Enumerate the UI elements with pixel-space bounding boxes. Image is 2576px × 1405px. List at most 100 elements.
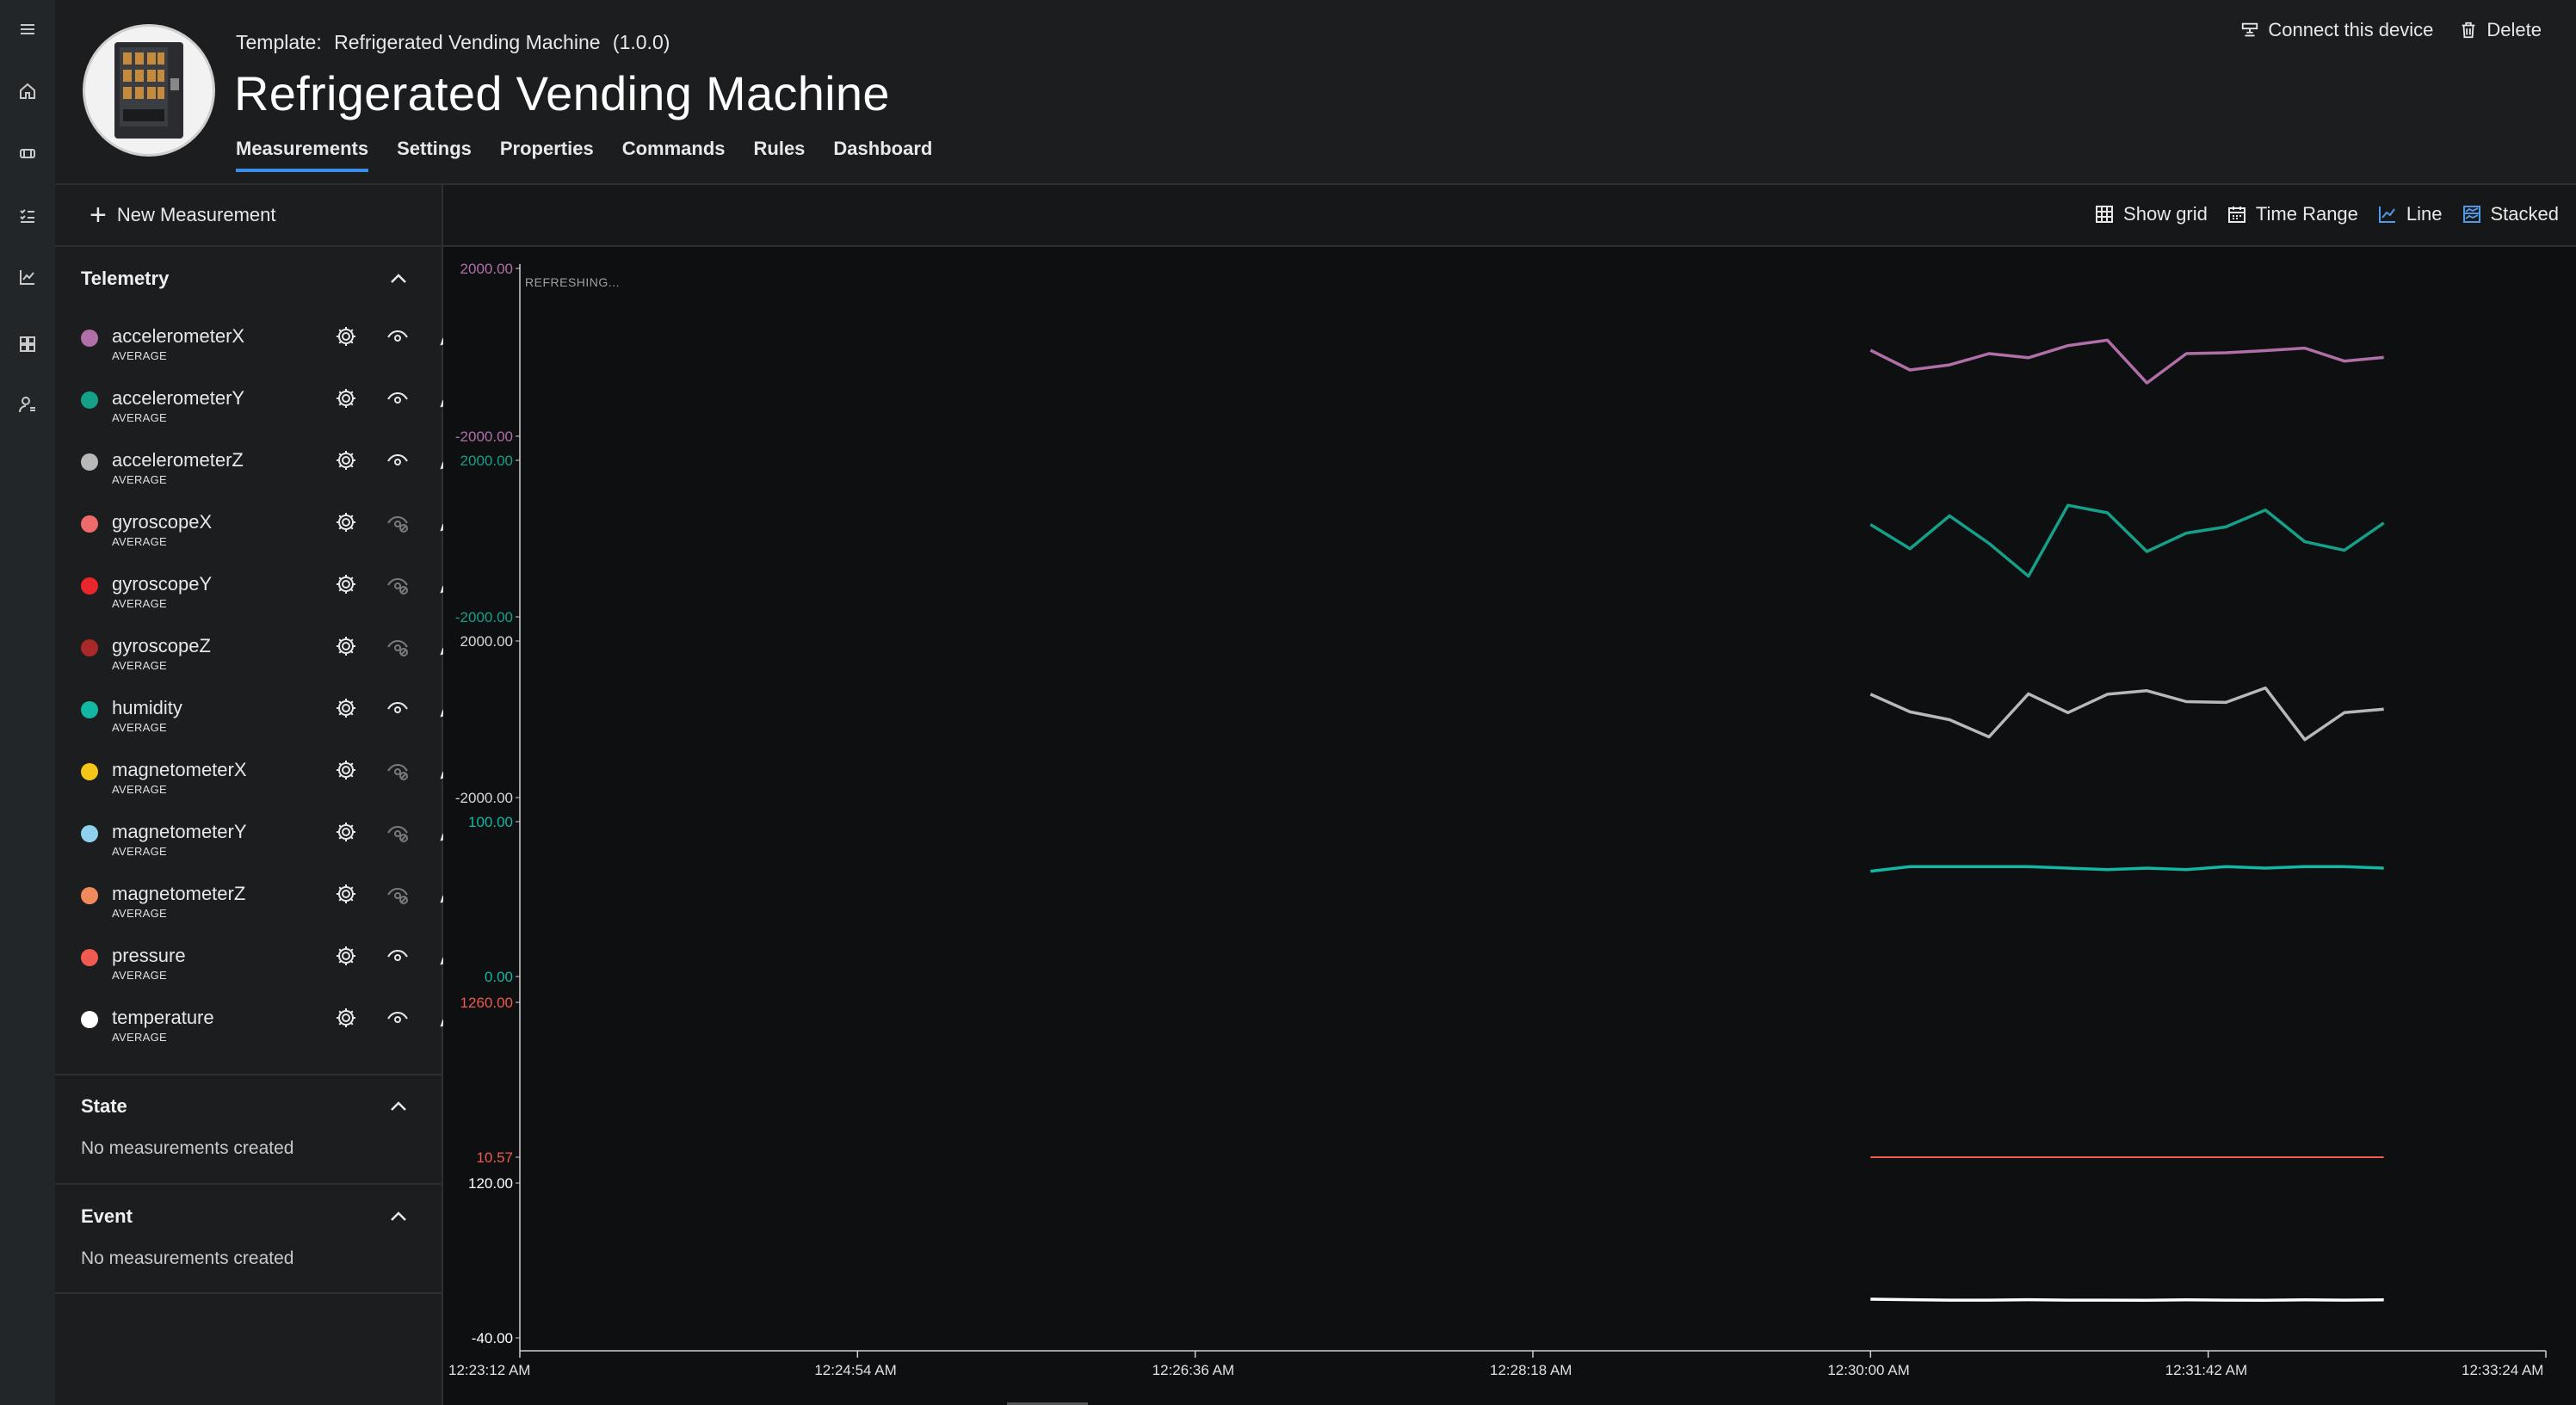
measurement-aggregation: AVERAGE xyxy=(112,1031,167,1044)
devices-icon[interactable] xyxy=(12,138,43,169)
y-tick-label: 10.57 xyxy=(476,1149,513,1166)
telemetry-item[interactable]: temperature AVERAGE xyxy=(81,1002,459,1063)
hidden-eye-icon[interactable] xyxy=(386,634,410,658)
telemetry-item[interactable]: gyroscopeY AVERAGE xyxy=(81,569,459,629)
telemetry-item[interactable]: magnetometerX AVERAGE xyxy=(81,755,459,815)
tab-measurements[interactable]: Measurements xyxy=(236,138,369,172)
telemetry-item[interactable]: magnetometerY AVERAGE xyxy=(81,817,459,877)
line-chart-button[interactable]: Line xyxy=(2377,203,2443,225)
series-line-accelerometerY xyxy=(1869,503,2385,578)
stacked-chart-icon xyxy=(2462,206,2480,223)
telemetry-item[interactable]: accelerometerZ AVERAGE xyxy=(81,445,459,505)
hidden-eye-icon[interactable] xyxy=(386,820,410,844)
measurement-name: pressure xyxy=(112,945,186,966)
tab-settings[interactable]: Settings xyxy=(397,138,472,159)
series-color-dot xyxy=(81,701,98,718)
dashboard-icon[interactable] xyxy=(12,329,43,360)
settings-gear-icon[interactable] xyxy=(334,386,358,410)
tab-dashboard[interactable]: Dashboard xyxy=(833,138,933,159)
visibility-eye-icon[interactable] xyxy=(386,944,410,968)
header-actions: Connect this device Delete xyxy=(2240,19,2542,41)
collapse-telemetry-icon[interactable] xyxy=(386,266,411,292)
new-measurement-button[interactable]: + New Measurement xyxy=(90,199,276,231)
settings-gear-icon[interactable] xyxy=(334,944,358,968)
telemetry-item[interactable]: magnetometerZ AVERAGE xyxy=(81,878,459,939)
measurement-name: accelerometerZ xyxy=(112,449,244,471)
telemetry-item[interactable]: pressure AVERAGE xyxy=(81,940,459,1001)
measurement-name: accelerometerX xyxy=(112,325,245,347)
visibility-eye-icon[interactable] xyxy=(386,448,410,472)
settings-gear-icon[interactable] xyxy=(334,634,358,658)
show-grid-button[interactable]: Show grid xyxy=(2094,203,2208,225)
delete-button[interactable]: Delete xyxy=(2459,19,2542,41)
y-tick-label: 100.00 xyxy=(468,814,513,830)
settings-gear-icon[interactable] xyxy=(334,448,358,472)
time-range-button[interactable]: Time Range xyxy=(2227,203,2358,225)
connect-device-button[interactable]: Connect this device xyxy=(2240,19,2433,41)
settings-gear-icon[interactable] xyxy=(334,758,358,782)
visibility-eye-icon[interactable] xyxy=(386,386,410,410)
telemetry-item[interactable]: gyroscopeZ AVERAGE xyxy=(81,631,459,691)
nav-rail xyxy=(0,0,56,1405)
settings-gear-icon[interactable] xyxy=(334,1006,358,1030)
event-section-title: Event xyxy=(81,1205,133,1227)
home-icon[interactable] xyxy=(12,76,43,107)
x-tick-label: 12:24:54 AM xyxy=(814,1362,896,1378)
admin-icon[interactable] xyxy=(12,389,43,420)
telemetry-section-title: Telemetry xyxy=(81,268,170,289)
tab-commands[interactable]: Commands xyxy=(621,138,726,159)
x-tick-label: 12:30:00 AM xyxy=(1827,1362,1909,1378)
settings-gear-icon[interactable] xyxy=(334,324,358,348)
telemetry-item[interactable]: accelerometerY AVERAGE xyxy=(81,383,459,443)
measurement-aggregation: AVERAGE xyxy=(112,783,167,796)
y-tick-label: -2000.00 xyxy=(455,428,513,445)
hidden-eye-icon[interactable] xyxy=(386,758,410,782)
y-tick-label: 120.00 xyxy=(468,1175,513,1192)
collapse-state-icon[interactable] xyxy=(386,1094,411,1119)
series-color-dot xyxy=(81,577,98,595)
collapse-event-icon[interactable] xyxy=(386,1204,411,1229)
hidden-eye-icon[interactable] xyxy=(386,882,410,906)
analytics-icon[interactable] xyxy=(12,262,43,293)
visibility-eye-icon[interactable] xyxy=(386,696,410,720)
template-info: Template: Refrigerated Vending Machine (… xyxy=(236,31,676,54)
trash-icon xyxy=(2462,22,2475,39)
telemetry-item[interactable]: accelerometerX AVERAGE xyxy=(81,321,459,381)
menu-icon[interactable] xyxy=(12,14,43,45)
series-line-accelerometerX xyxy=(1869,338,2384,385)
measurement-aggregation: AVERAGE xyxy=(112,597,167,610)
horizontal-scrollbar[interactable] xyxy=(1007,1402,1088,1405)
settings-gear-icon[interactable] xyxy=(334,510,358,534)
hidden-eye-icon[interactable] xyxy=(386,572,410,596)
y-tick-label: 2000.00 xyxy=(460,633,513,650)
settings-gear-icon[interactable] xyxy=(334,820,358,844)
x-tick-label: 12:33:24 AM xyxy=(2462,1362,2543,1378)
settings-gear-icon[interactable] xyxy=(334,696,358,720)
measurement-aggregation: AVERAGE xyxy=(112,535,167,548)
hidden-eye-icon[interactable] xyxy=(386,510,410,534)
visibility-eye-icon[interactable] xyxy=(386,1006,410,1030)
stacked-chart-button[interactable]: Stacked xyxy=(2462,203,2559,225)
settings-gear-icon[interactable] xyxy=(334,882,358,906)
measurement-aggregation: AVERAGE xyxy=(112,845,167,858)
state-section-title: State xyxy=(81,1095,127,1117)
rules-icon[interactable] xyxy=(12,200,43,231)
x-tick-label: 12:26:36 AM xyxy=(1152,1362,1234,1378)
telemetry-item[interactable]: humidity AVERAGE xyxy=(81,693,459,753)
measurement-name: magnetometerY xyxy=(112,821,247,842)
telemetry-chart[interactable]: 12:23:12 AM 12:24:54 AM 12:26:36 AM 12:28:1… xyxy=(443,247,2576,1405)
y-tick-label: 2000.00 xyxy=(460,453,513,469)
template-name[interactable]: Refrigerated Vending Machine xyxy=(334,31,601,53)
settings-gear-icon[interactable] xyxy=(334,572,358,596)
measurement-aggregation: AVERAGE xyxy=(112,969,167,982)
tab-properties[interactable]: Properties xyxy=(499,138,594,159)
x-tick-label: 12:23:12 AM xyxy=(448,1362,530,1378)
plus-icon: + xyxy=(90,199,107,231)
measurement-name: magnetometerZ xyxy=(112,883,246,904)
tab-rules[interactable]: Rules xyxy=(753,138,806,159)
measurement-aggregation: AVERAGE xyxy=(112,349,167,362)
divider xyxy=(55,245,442,247)
visibility-eye-icon[interactable] xyxy=(386,324,410,348)
telemetry-item[interactable]: gyroscopeX AVERAGE xyxy=(81,507,459,567)
measurement-name: temperature xyxy=(112,1007,214,1028)
